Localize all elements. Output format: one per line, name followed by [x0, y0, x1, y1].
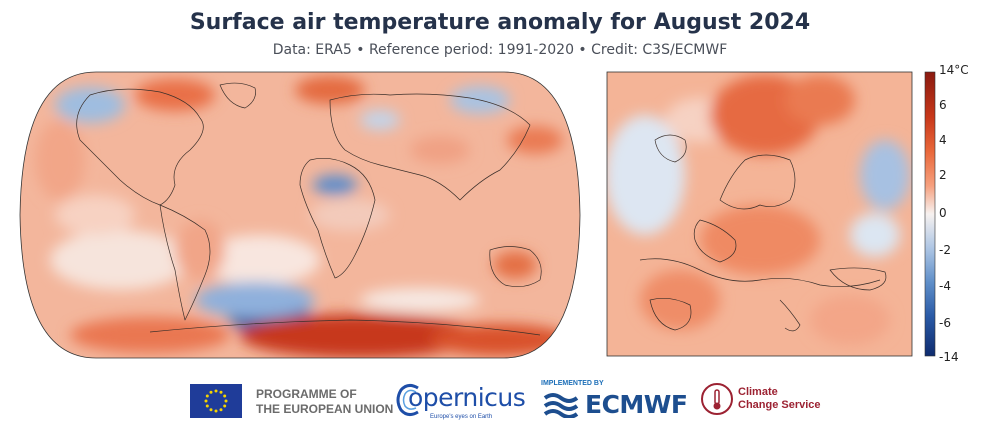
- colorbar-tick: -4: [939, 279, 951, 293]
- global-map: [19, 71, 581, 359]
- copernicus-wordmark: opernicus: [408, 383, 526, 412]
- copernicus-tagline: Europe's eyes on Earth: [430, 414, 493, 420]
- colorbar-tick: -6: [939, 316, 951, 330]
- colorbar-tick: 0: [939, 206, 947, 220]
- eu-flag-icon: [190, 384, 242, 418]
- logo-strip: PROGRAMME OF THE EUROPEAN UNION opernicu…: [0, 378, 1000, 424]
- page-title: Surface air temperature anomaly for Augu…: [189, 10, 811, 35]
- colorbar-tick: 14°C: [939, 63, 969, 77]
- page-subtitle: Data: ERA5 • Reference period: 1991-2020…: [272, 42, 728, 58]
- copernicus-c-icon: [396, 383, 419, 417]
- colorbar-tick: 6: [939, 98, 947, 112]
- eu-programme-label: PROGRAMME OF THE EUROPEAN UNION: [256, 387, 394, 416]
- ecmwf-waves-icon: [543, 393, 579, 418]
- europe-inset-map: [606, 71, 913, 357]
- colorbar: [924, 71, 936, 357]
- colorbar-tick: 4: [939, 133, 947, 147]
- colorbar-tick: -2: [939, 243, 951, 257]
- implemented-by-label: IMPLEMENTED BY: [541, 380, 604, 387]
- c3s-label: Climate Change Service: [738, 386, 821, 411]
- colorbar-tick: -14: [939, 350, 959, 364]
- colorbar-tick: 2: [939, 168, 947, 182]
- ecmwf-wordmark: ECMWF: [585, 390, 688, 419]
- thermometer-icon: [701, 383, 733, 415]
